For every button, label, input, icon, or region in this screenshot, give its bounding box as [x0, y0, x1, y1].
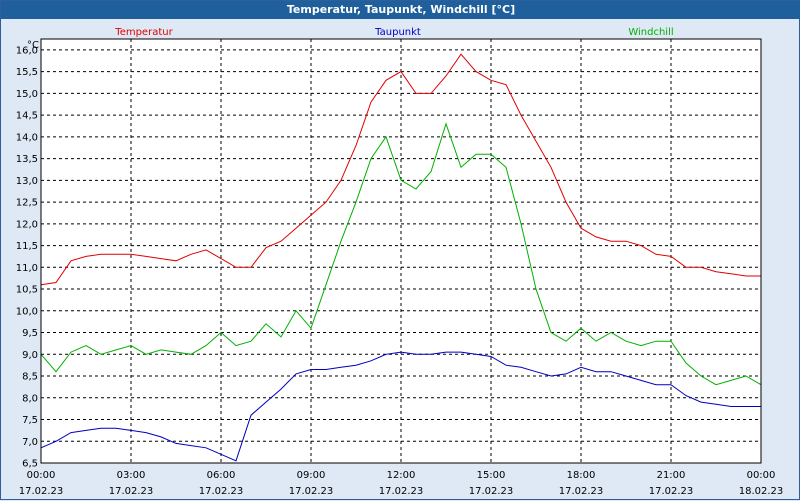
y-tick-label: 16,0 [16, 45, 38, 56]
y-tick-label: 11,0 [16, 263, 38, 274]
x-tick-time: 18:00 [567, 470, 596, 481]
series-line-temperatur [40, 53, 761, 286]
y-tick-label: 14,0 [16, 132, 38, 143]
y-tick-label: 14,5 [16, 111, 38, 122]
y-tick-label: 7,0 [22, 437, 38, 448]
x-tick-date: 17.02.23 [379, 486, 424, 497]
y-tick-label: 13,0 [16, 176, 38, 187]
y-tick-label: 7,5 [22, 415, 38, 426]
x-tick-date: 17.02.23 [19, 486, 64, 497]
x-tick-time: 00:00 [747, 470, 776, 481]
x-tick-date: 17.02.23 [109, 486, 154, 497]
y-tick-label: 6,5 [22, 459, 38, 470]
y-tick-label: 15,5 [16, 67, 38, 78]
x-tick-date: 17.02.23 [289, 486, 334, 497]
y-tick-label: 10,5 [16, 285, 38, 296]
legend-label-taupunkt: Taupunkt [374, 27, 421, 38]
series-lines [40, 53, 762, 462]
y-tick-label: 8,0 [22, 393, 38, 404]
x-tick-time: 00:00 [27, 470, 56, 481]
y-axis-unit: °C [27, 40, 39, 51]
x-axis-ticks: 00:00 17.02.23 03:00 17.02.23 06:00 17.02.23 0… [19, 470, 784, 497]
x-tick-time: 09:00 [297, 470, 326, 481]
x-tick-date: 17.02.23 [559, 486, 604, 497]
y-axis-ticks: 6,5 7,0 7,5 8,0 8,5 9,0 9,5 10,0 10,5 11,0 11,5 12,… [16, 45, 38, 469]
y-tick-label: 15,0 [16, 89, 38, 100]
y-tick-label: 8,5 [22, 372, 38, 383]
x-tick-time: 15:00 [477, 470, 506, 481]
x-tick-date: 18.02.23 [739, 486, 784, 497]
y-tick-label: 9,5 [22, 328, 38, 339]
y-tick-label: 10,0 [16, 306, 38, 317]
y-tick-label: 11,5 [16, 241, 38, 252]
series-line-taupunkt [40, 351, 761, 462]
y-tick-label: 12,5 [16, 198, 38, 209]
legend: Temperatur Taupunkt Windchill [114, 27, 673, 38]
series-line-windchill [40, 122, 762, 386]
x-tick-time: 12:00 [387, 470, 416, 481]
y-tick-label: 12,0 [16, 219, 38, 230]
grid [41, 39, 761, 464]
legend-label-windchill: Windchill [628, 27, 673, 38]
chart-title: Temperatur, Taupunkt, Windchill [°C] [1, 1, 800, 19]
x-tick-time: 06:00 [207, 470, 236, 481]
x-tick-time: 21:00 [657, 470, 686, 481]
x-tick-date: 17.02.23 [469, 486, 514, 497]
y-tick-label: 9,0 [22, 350, 38, 361]
plot-border [40, 38, 762, 464]
x-tick-date: 17.02.23 [199, 486, 244, 497]
x-tick-date: 17.02.23 [649, 486, 694, 497]
legend-label-temperatur: Temperatur [114, 27, 173, 38]
y-tick-label: 13,5 [16, 154, 38, 165]
x-tick-time: 03:00 [117, 470, 146, 481]
